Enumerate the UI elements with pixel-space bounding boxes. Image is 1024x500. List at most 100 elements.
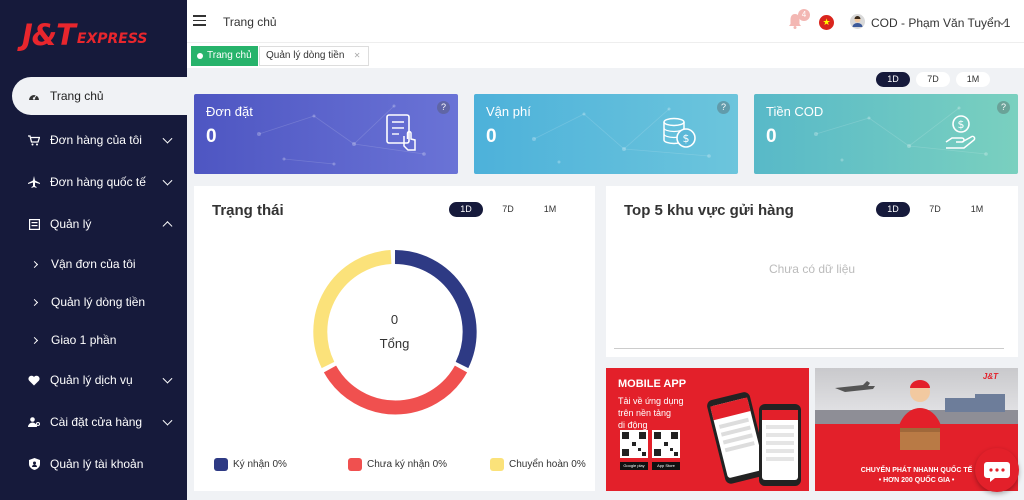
period-1d-button[interactable]: 1D [876,202,910,217]
plane-icon [28,176,40,188]
donut-segment-returned[interactable] [313,250,392,369]
chevron-right-icon [30,336,39,344]
kpi-value: 0 [486,126,497,147]
sidebar-item-label: Quản lý dịch vụ [50,373,133,387]
panel-title: Trạng thái [212,202,284,219]
period-1m-button[interactable]: 1M [956,72,990,87]
tab-cash-flow[interactable]: Quản lý dòng tiền ✕ [259,46,370,66]
card-pattern [532,107,711,164]
brand-logo[interactable]: J&T EXPRESS [0,0,187,70]
user-name[interactable]: COD - Phạm Văn Tuyển 1 [871,16,1011,30]
chat-icon [984,462,1010,482]
close-icon[interactable]: ✕ [353,51,361,60]
donut-total-label: Tổng [379,336,410,351]
banner-line: Tải về ứng dụng [618,396,684,406]
empty-state-text: Chưa có dữ liệu [768,262,856,276]
kpi-card-cod[interactable]: Tiền COD 0 ? $ [754,94,1018,174]
kpi-title: Vận phí [486,104,531,119]
sidebar-item-label: Quản lý tài khoản [50,457,144,471]
mobile-app-banner[interactable]: MOBILE APP Tải về ứng dụng trên nền tảng… [606,368,809,491]
sidebar-item-home[interactable]: Trang chủ [12,77,187,115]
period-7d-button[interactable]: 7D [918,202,952,217]
period-1m-button[interactable]: 1M [533,202,567,217]
period-1m-button[interactable]: 1M [960,202,994,217]
period-7d-button[interactable]: 7D [916,72,950,87]
chevron-down-icon [162,415,173,426]
legend-label: Ký nhận 0% [233,459,287,470]
tab-home[interactable]: Trang chủ [191,46,258,66]
chevron-down-icon [162,373,173,384]
period-1d-button[interactable]: 1D [876,72,910,87]
sidebar-subitem-my-waybills[interactable]: Vận đơn của tôi [0,245,187,283]
period-toggle-status: 1D 7D 1M [449,202,567,217]
legend-swatch [348,458,362,471]
legend-label: Chưa ký nhận 0% [367,459,448,470]
cart-icon [28,134,40,146]
sidebar-item-store-settings[interactable]: Cài đặt cửa hàng [0,401,187,443]
status-panel: Trạng thái 1D 7D 1M 0 Tổng Ký nhận 0% Ch… [194,186,595,491]
donut-total-value: 0 [390,312,399,327]
legend-label: Chuyển hoàn 0% [509,459,586,470]
menu-toggle-icon[interactable] [193,15,206,26]
legend-item-signed[interactable]: Ký nhận 0% [214,458,287,471]
sidebar-item-services[interactable]: Quản lý dịch vụ [0,359,187,401]
avatar[interactable] [850,14,865,29]
sidebar-subitem-partial-delivery[interactable]: Giao 1 phần [0,321,187,359]
sidebar: J&T EXPRESS Trang chủ Đơn hàng của tôi Đ… [0,0,187,500]
donut-segment-unsigned[interactable] [323,365,468,415]
period-1d-button[interactable]: 1D [449,202,483,217]
period-7d-button[interactable]: 7D [491,202,525,217]
svg-text:$: $ [958,118,965,131]
top-header: Trang chủ 4 ★ COD - Phạm Văn Tuyển 1 [187,0,1024,42]
banner-line: di động [618,420,648,430]
coins-icon: $ [663,117,696,148]
sidebar-subitem-label: Giao 1 phần [51,333,117,347]
sidebar-subitem-label: Vận đơn của tôi [51,257,136,271]
order-form-icon [386,114,416,151]
help-icon[interactable]: ? [997,101,1010,114]
chevron-right-icon [30,298,39,306]
kpi-card-shipping-fee[interactable]: Vận phí 0 ? $ [474,94,738,174]
help-icon[interactable]: ? [437,101,450,114]
sidebar-item-account[interactable]: Quản lý tài khoản [0,443,187,485]
card-pattern [257,104,426,166]
donut-segment-signed[interactable] [394,250,477,369]
period-toggle-global: 1D 7D 1M [876,72,990,87]
chevron-up-icon [162,221,173,232]
legend-item-unsigned[interactable]: Chưa ký nhận 0% [348,458,447,471]
google-play-badge[interactable]: Google play [620,462,648,470]
sidebar-nav: Trang chủ Đơn hàng của tôi Đơn hàng quốc… [0,77,187,485]
kpi-value: 0 [766,126,777,147]
vietnam-flag-icon[interactable]: ★ [819,15,834,30]
logo-sub: EXPRESS [76,31,148,47]
svg-text:$: $ [683,132,690,145]
chat-button[interactable] [975,448,1019,492]
kpi-card-orders[interactable]: Đơn đặt 0 ? [194,94,458,174]
dashboard-icon [28,90,40,102]
sidebar-subitem-label: Quản lý dòng tiền [51,295,146,309]
status-donut-chart [313,250,477,415]
breadcrumb: Trang chủ [223,15,277,29]
page-tabs: Trang chủ Quản lý dòng tiền ✕ [187,42,1024,68]
kpi-title: Đơn đặt [206,104,253,119]
phones-illustration [707,392,801,486]
chevron-right-icon [30,260,39,268]
sidebar-item-label: Trang chủ [50,89,104,103]
sidebar-item-international-orders[interactable]: Đơn hàng quốc tế [0,161,187,203]
legend-item-returned[interactable]: Chuyển hoàn 0% [490,458,586,471]
sidebar-item-management[interactable]: Quản lý [0,203,187,245]
panel-title: Top 5 khu vực gửi hàng [624,202,794,219]
legend-swatch [214,458,228,471]
legend-swatch [490,458,504,471]
banner-line: trên nền tảng [618,408,672,418]
help-icon[interactable]: ? [717,101,730,114]
logo-main: J&T [22,18,76,52]
app-store-badge[interactable]: App Store [652,462,680,470]
banner-subline: • HƠN 200 QUỐC GIA • [878,477,955,484]
sidebar-subitem-cash-flow[interactable]: Quản lý dòng tiền [0,283,187,321]
banner-brand: J&T [982,372,998,381]
sidebar-item-label: Cài đặt cửa hàng [50,415,143,429]
sidebar-item-my-orders[interactable]: Đơn hàng của tôi [0,119,187,161]
chart-baseline [614,348,1004,349]
courier-illustration [815,380,1018,468]
